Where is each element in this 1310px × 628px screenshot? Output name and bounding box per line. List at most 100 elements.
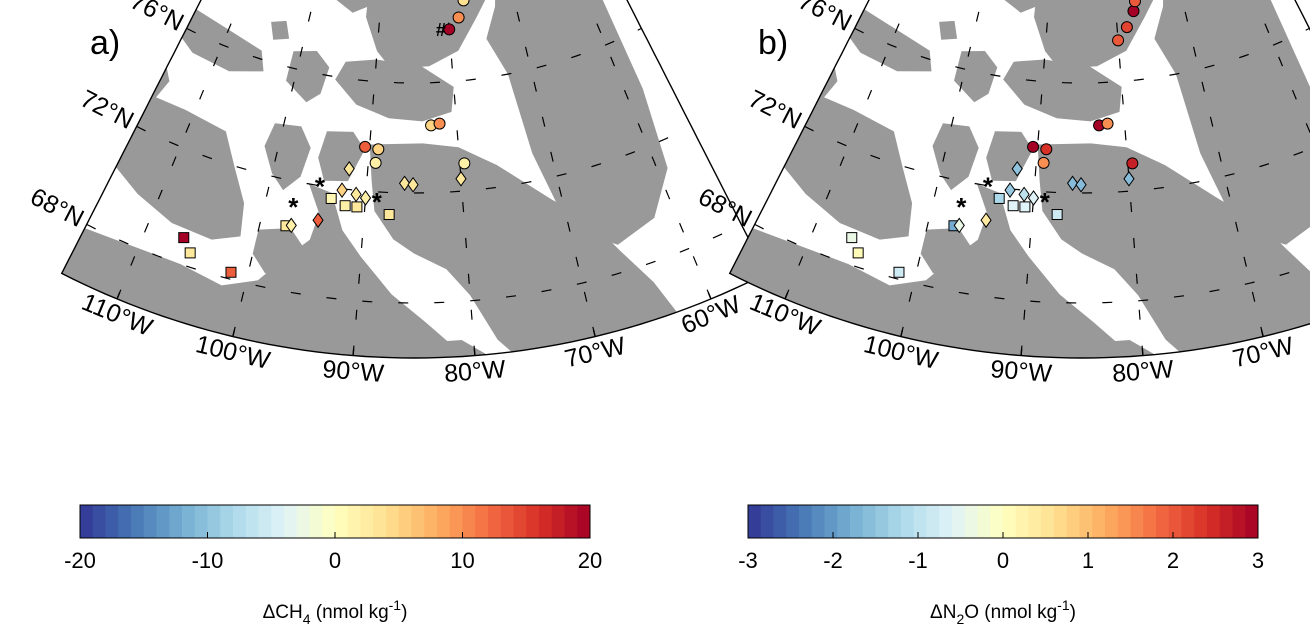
panel-letter: b): [758, 24, 788, 62]
colorbar-tick-label: -2: [823, 548, 843, 573]
colorbar-segment: [335, 505, 348, 538]
station-circle: [1128, 6, 1139, 17]
colorbar-segment: [774, 505, 787, 538]
station-annotation: *: [1040, 187, 1051, 217]
colorbar-segment: [1182, 505, 1195, 538]
colorbar-segment: [208, 505, 221, 538]
station-square: [894, 267, 904, 277]
colorbar-tick-label: -1: [908, 548, 928, 573]
longitude-label: 90°W: [321, 355, 385, 388]
colorbar-segment: [106, 505, 119, 538]
colorbar-segment: [259, 505, 272, 538]
longitude-label: 80°W: [443, 355, 507, 388]
colorbar-segment: [1003, 505, 1016, 538]
station-square: [340, 201, 350, 211]
station-annotation: *: [983, 171, 994, 201]
landmass: [939, 21, 957, 40]
station-square: [1020, 202, 1030, 212]
station-square: [326, 193, 336, 203]
colorbar-segment: [1105, 505, 1118, 538]
station-square: [179, 233, 189, 243]
colorbar-segment: [799, 505, 812, 538]
colorbar-segment: [927, 505, 940, 538]
colorbar-segment: [965, 505, 978, 538]
station-square: [352, 202, 362, 212]
colorbar-segment: [876, 505, 889, 538]
colorbar-segment: [990, 505, 1003, 538]
colorbar-segment: [978, 505, 991, 538]
colorbar-segment: [220, 505, 233, 538]
station-square: [185, 248, 195, 258]
colorbar-segment: [1233, 505, 1246, 538]
longitude-label: 80°W: [1111, 355, 1175, 388]
colorbar-segment: [526, 505, 539, 538]
station-circle: [459, 158, 470, 169]
colorbar-segment: [1131, 505, 1144, 538]
colorbar-tick-label: 0: [329, 548, 341, 573]
colorbar-segment: [131, 505, 144, 538]
station-circle: [434, 118, 445, 129]
station-circle: [1121, 22, 1132, 33]
colorbar-segment: [748, 505, 761, 538]
station-annotation: *: [315, 171, 326, 201]
panel-letter: a): [90, 24, 120, 62]
colorbar-tick-label: 10: [450, 548, 474, 573]
colorbar-segment: [1245, 505, 1258, 538]
colorbar-segment: [825, 505, 838, 538]
colorbar-segment: [1194, 505, 1207, 538]
colorbar-segment: [952, 505, 965, 538]
map-panel-b: ***80°N76°N72°N68°N110°W100°W90°W80°W70°…: [684, 0, 1310, 627]
colorbar-segment: [1029, 505, 1042, 538]
colorbar-segment: [437, 505, 450, 538]
station-annotation: #: [436, 20, 446, 40]
colorbar-segment: [1054, 505, 1067, 538]
colorbar-segment: [297, 505, 310, 538]
colorbar-segment: [514, 505, 527, 538]
colorbar-segment: [1220, 505, 1233, 538]
station-circle: [1102, 118, 1113, 129]
colorbar-segment: [157, 505, 170, 538]
latitude-label: 72°N: [76, 85, 138, 135]
colorbar-tick-label: -10: [192, 548, 224, 573]
latitude-label: 76°N: [794, 0, 856, 37]
station-square: [1008, 201, 1018, 211]
colorbar-segment: [182, 505, 195, 538]
colorbar-segment: [901, 505, 914, 538]
station-circle: [370, 157, 381, 168]
colorbar-segment: [271, 505, 284, 538]
colorbar-segment: [1207, 505, 1220, 538]
colorbar-segment: [1067, 505, 1080, 538]
station-annotation: *: [372, 187, 383, 217]
map-panel-a: #***80°N76°N72°N68°N110°W100°W90°W80°W70…: [16, 0, 767, 627]
colorbar-segment: [399, 505, 412, 538]
landmass: [271, 21, 289, 40]
colorbar-tick-label: 3: [1252, 548, 1264, 573]
colorbar-tick-label: 1: [1082, 548, 1094, 573]
colorbar-segment: [888, 505, 901, 538]
colorbar-segment: [1118, 505, 1131, 538]
colorbar-segment: [761, 505, 774, 538]
station-circle: [1038, 157, 1049, 168]
colorbar-segment: [463, 505, 476, 538]
colorbar-segment: [837, 505, 850, 538]
station-circle: [360, 141, 371, 152]
colorbar-segment: [1156, 505, 1169, 538]
latitude-label: 72°N: [744, 85, 806, 135]
colorbar-label: ΔCH4 (nmol kg-1): [263, 597, 408, 627]
colorbar-tick-label: -20: [64, 548, 96, 573]
station-square: [384, 210, 394, 220]
colorbar-segment: [1041, 505, 1054, 538]
frame-tick: [353, 349, 354, 356]
colorbar-segment: [450, 505, 463, 538]
colorbar-segment: [93, 505, 106, 538]
colorbar-segment: [488, 505, 501, 538]
colorbar-segment: [501, 505, 514, 538]
colorbar-segment: [863, 505, 876, 538]
colorbar-segment: [1016, 505, 1029, 538]
colorbar-segment: [118, 505, 131, 538]
station-square: [226, 267, 236, 277]
colorbar-segment: [386, 505, 399, 538]
colorbar-segment: [373, 505, 386, 538]
colorbar-segment: [169, 505, 182, 538]
